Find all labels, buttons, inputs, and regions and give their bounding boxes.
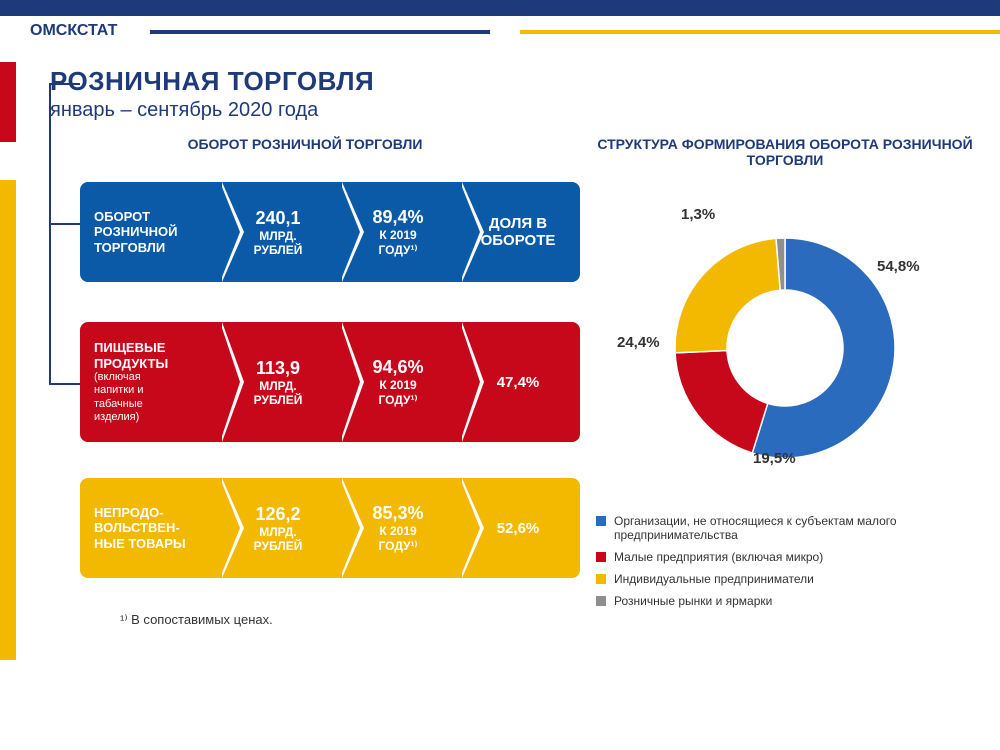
footnote: ¹⁾ В сопоставимых ценах.	[120, 612, 570, 628]
header-divider-yellow	[520, 30, 1000, 34]
left-heading: ОБОРОТ РОЗНИЧНОЙ ТОРГОВЛИ	[40, 136, 570, 152]
chevron-row-1: ПИЩЕВЫЕПРОДУКТЫ(включаянапитки итабачные…	[80, 322, 580, 442]
donut-chart: 54,8%19,5%24,4%1,3%	[625, 198, 945, 498]
accent-yellow	[0, 180, 16, 660]
header-divider-blue	[150, 30, 490, 34]
donut-label: 19,5%	[753, 450, 796, 467]
donut-label: 54,8%	[877, 258, 920, 275]
legend-text: Индивидуальные предприниматели	[614, 572, 814, 586]
legend-text: Малые предприятия (включая микро)	[614, 550, 823, 564]
legend-item: Розничные рынки и ярмарки	[596, 594, 1000, 608]
donut-slice	[675, 351, 768, 453]
donut-label: 1,3%	[681, 206, 715, 223]
legend-mark	[596, 574, 606, 584]
top-bar	[0, 0, 1000, 16]
connector-lines	[40, 34, 80, 494]
legend-item: Индивидуальные предприниматели	[596, 572, 1000, 586]
content: ОБОРОТ РОЗНИЧНОЙ ТОРГОВЛИ ОБОРОТРОЗНИЧНО…	[0, 136, 1000, 628]
legend-item: Организации, не относящиеся к субъектам …	[596, 514, 1000, 542]
donut-label: 24,4%	[617, 334, 660, 351]
page-subtitle: январь – сентябрь 2020 года	[50, 99, 1000, 122]
legend: Организации, не относящиеся к субъектам …	[596, 514, 1000, 608]
legend-text: Организации, не относящиеся к субъектам …	[614, 514, 1000, 542]
donut-slice	[675, 238, 780, 352]
right-heading: СТРУКТУРА ФОРМИРОВАНИЯ ОБОРОТА РОЗНИЧНОЙ…	[570, 136, 1000, 168]
right-column: СТРУКТУРА ФОРМИРОВАНИЯ ОБОРОТА РОЗНИЧНОЙ…	[570, 136, 1000, 628]
header-row: ОМСКСТАТ	[0, 16, 1000, 46]
chevron-row-2: НЕПРОДО-ВОЛЬСТВЕН-НЫЕ ТОВАРЫ126,2МЛРД.РУ…	[80, 478, 580, 578]
legend-text: Розничные рынки и ярмарки	[614, 594, 772, 608]
chevron-row-0: ОБОРОТРОЗНИЧНОЙТОРГОВЛИ240,1МЛРД.РУБЛЕЙ8…	[80, 182, 580, 282]
page-title: РОЗНИЧНАЯ ТОРГОВЛЯ	[50, 66, 1000, 97]
title-block: РОЗНИЧНАЯ ТОРГОВЛЯ январь – сентябрь 202…	[50, 66, 1000, 122]
accent-red	[0, 62, 16, 142]
legend-mark	[596, 596, 606, 606]
left-column: ОБОРОТ РОЗНИЧНОЙ ТОРГОВЛИ ОБОРОТРОЗНИЧНО…	[0, 136, 570, 628]
legend-mark	[596, 552, 606, 562]
legend-mark	[596, 516, 606, 526]
legend-item: Малые предприятия (включая микро)	[596, 550, 1000, 564]
